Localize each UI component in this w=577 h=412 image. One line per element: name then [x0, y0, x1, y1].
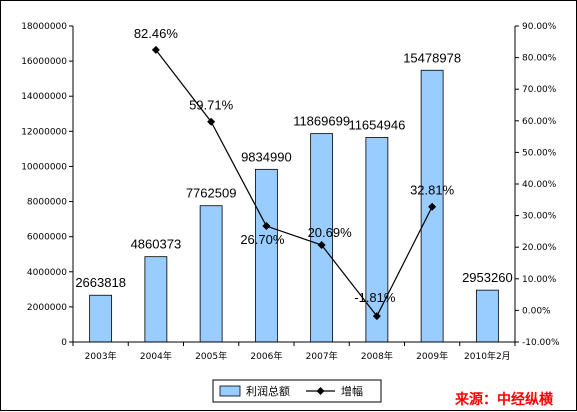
x-tick-label: 2009年 — [416, 350, 448, 362]
bar-1 — [144, 256, 168, 343]
growth-point-5 — [372, 312, 381, 321]
right-tick-label: 50.00% — [522, 148, 557, 158]
growth-point-6 — [428, 202, 437, 211]
right-tick-label: 90.00% — [522, 22, 557, 32]
left-tick-label: 6000000 — [27, 233, 67, 243]
left-tick-label: 18000000 — [21, 22, 67, 32]
axes-group: 0 2000000 4000000 6000000 8000000 10000000 120… — [21, 22, 560, 362]
x-tick-label: 2005年 — [195, 350, 227, 362]
bar-2 — [199, 205, 223, 343]
bar-value-label: 9834990 — [241, 149, 292, 164]
left-tick-label: 8000000 — [27, 198, 67, 208]
growth-value-label: 26.70% — [240, 232, 285, 247]
growth-line-group — [151, 45, 437, 321]
bar-value-label: 11869699 — [293, 114, 350, 129]
growth-point-2 — [207, 117, 216, 126]
right-tick-label: -10.00% — [522, 338, 560, 348]
left-tick-label: 2000000 — [27, 303, 67, 313]
left-tick-label: 12000000 — [21, 127, 67, 137]
growth-line — [155, 49, 433, 318]
x-tick-label: 2004年 — [140, 350, 172, 362]
x-tick-label: 2008年 — [361, 350, 393, 362]
growth-value-label: 20.69% — [308, 225, 353, 240]
growth-point-3 — [262, 222, 271, 231]
bar-7 — [475, 289, 499, 343]
left-tick-label: 4000000 — [27, 268, 67, 278]
x-tick-label: 2010年2月 — [464, 350, 511, 362]
legend-bar-label: 利润总额 — [246, 384, 290, 398]
x-tick-label: 2007年 — [306, 350, 338, 362]
data-labels-group: 2663818 4860373 7762509 9834990 118696991165… — [75, 26, 512, 305]
right-tick-label: 20.00% — [522, 243, 557, 253]
bar-value-label: 2953260 — [462, 270, 513, 285]
legend-bar-swatch — [219, 385, 241, 397]
source-label: 来源：中经纵横 — [454, 391, 554, 408]
bar-0 — [89, 294, 113, 343]
right-tick-label: 10.00% — [522, 275, 557, 285]
legend-box — [212, 379, 382, 403]
legend-line-label: 增幅 — [341, 384, 363, 398]
bar-5 — [365, 136, 389, 343]
bars-group — [89, 69, 499, 343]
growth-value-label: 59.71% — [189, 98, 234, 113]
right-tick-label: 30.00% — [522, 212, 557, 222]
left-tick-label: 10000000 — [21, 162, 67, 172]
x-tick-label: 2006年 — [250, 350, 282, 362]
right-tick-label: 80.00% — [522, 54, 557, 64]
growth-point-4 — [317, 241, 326, 250]
bar-3 — [254, 168, 278, 343]
right-tick-label: 0.00% — [522, 306, 551, 316]
right-tick-label: 40.00% — [522, 180, 557, 190]
left-tick-label: 16000000 — [21, 57, 67, 67]
legend: 利润总额 增幅 — [212, 379, 382, 403]
bar-value-label: 2663818 — [75, 275, 126, 290]
bar-value-label: 15478978 — [403, 50, 461, 65]
legend-diamond-marker — [316, 387, 325, 395]
bar-value-label: 4860373 — [131, 237, 182, 252]
growth-point-1 — [151, 45, 160, 54]
bar-value-label: 11654946 — [348, 117, 405, 132]
right-tick-label: 70.00% — [522, 85, 557, 95]
left-tick-label: 0 — [61, 338, 67, 348]
right-tick-label: 60.00% — [522, 117, 557, 127]
x-tick-label: 2003年 — [85, 350, 117, 362]
growth-value-label: 82.46% — [134, 26, 179, 41]
bar-value-label: 7762509 — [186, 186, 237, 201]
left-tick-label: 14000000 — [21, 92, 67, 102]
growth-value-label: 32.81% — [410, 183, 455, 198]
growth-value-label: -1.81% — [354, 290, 396, 305]
